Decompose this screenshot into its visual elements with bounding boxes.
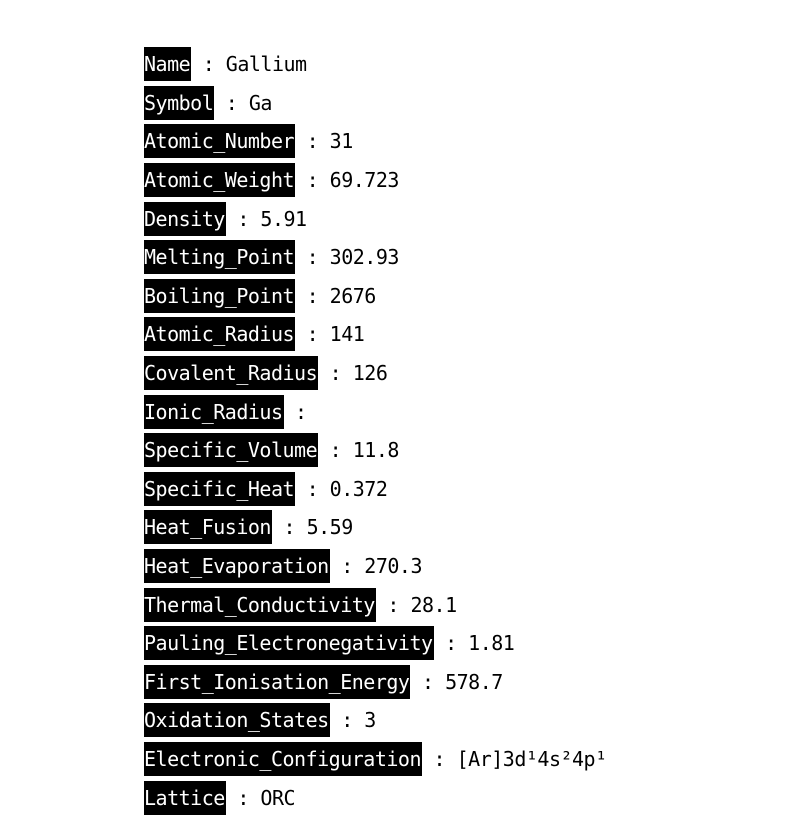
property-value: 1.81 (468, 631, 515, 656)
property-row: Oxidation_States : 3 (144, 701, 607, 740)
property-value: 2676 (329, 283, 377, 308)
property-row: Density : 5.91 (144, 199, 607, 238)
property-value: Ga (248, 90, 273, 115)
property-row: Pauling_Electronegativity : 1.81 (144, 624, 607, 663)
property-row: Heat_Fusion : 5.59 (144, 508, 607, 547)
property-row: Melting_Point : 302.93 (144, 238, 607, 277)
property-row: Atomic_Number : 31 (144, 122, 607, 161)
property-separator: : (295, 476, 330, 501)
property-separator: : (318, 438, 353, 463)
property-value: 5.91 (260, 206, 307, 231)
property-value: 28.1 (410, 592, 457, 617)
property-row: Heat_Evaporation : 270.3 (144, 547, 607, 586)
property-separator: : (283, 399, 319, 424)
property-key: Specific_Volume (144, 433, 319, 468)
property-key: Symbol (144, 85, 215, 120)
property-key: Atomic_Radius (144, 317, 296, 352)
property-value: ORC (260, 785, 296, 810)
property-separator: : (295, 245, 330, 270)
property-value: 141 (329, 322, 365, 347)
property-row: Covalent_Radius : 126 (144, 354, 607, 393)
property-row: Atomic_Weight : 69.723 (144, 161, 607, 200)
property-value: 578.7 (445, 669, 503, 694)
property-key: Atomic_Number (144, 124, 296, 159)
property-row: Specific_Volume : 11.8 (144, 431, 607, 470)
property-separator: : (295, 283, 330, 308)
property-row: Name : Gallium (144, 45, 607, 84)
property-separator: : (421, 746, 457, 771)
property-value: 69.723 (329, 168, 400, 193)
property-row: Thermal_Conductivity : 28.1 (144, 585, 607, 624)
property-value: Gallium (225, 52, 307, 77)
property-key: Oxidation_States (144, 703, 330, 738)
property-value: 126 (352, 361, 388, 386)
property-separator: : (375, 592, 411, 617)
property-key: Covalent_Radius (144, 356, 319, 391)
property-row: Symbol : Ga (144, 84, 607, 123)
property-separator: : (225, 785, 261, 810)
property-row: Lattice : ORC (144, 778, 607, 817)
property-separator: : (295, 322, 330, 347)
property-value: 3 (364, 708, 376, 733)
property-value: 302.93 (329, 245, 400, 270)
property-separator: : (329, 554, 365, 579)
property-separator: : (191, 52, 226, 77)
property-value: 0.372 (329, 476, 388, 501)
property-row: Boiling_Point : 2676 (144, 277, 607, 316)
property-key: Thermal_Conductivity (144, 587, 376, 622)
property-key: Electronic_Configuration (144, 741, 422, 776)
property-row: Specific_Heat : 0.372 (144, 470, 607, 509)
property-separator: : (214, 90, 249, 115)
property-separator: : (318, 361, 353, 386)
property-value: 270.3 (364, 554, 422, 579)
property-separator: : (225, 206, 261, 231)
property-key: Heat_Evaporation (144, 549, 330, 584)
property-key: Boiling_Point (144, 278, 296, 313)
property-key: Heat_Fusion (144, 510, 272, 545)
property-row: First_Ionisation_Energy : 578.7 (144, 663, 607, 702)
property-value: 11.8 (352, 438, 400, 463)
property-separator: : (295, 168, 330, 193)
property-row: Atomic_Radius : 141 (144, 315, 607, 354)
property-separator: : (295, 129, 330, 154)
property-key: Density (144, 201, 226, 236)
property-separator: : (433, 631, 469, 656)
property-key: Name (144, 47, 192, 82)
property-row: Electronic_Configuration : [Ar]3d¹4s²4p¹ (144, 740, 607, 779)
property-key: First_Ionisation_Energy (144, 664, 411, 699)
property-key: Pauling_Electronegativity (144, 626, 434, 661)
property-key: Atomic_Weight (144, 163, 296, 198)
element-properties-list: Name : Gallium Symbol : Ga Atomic_Number :… (144, 45, 607, 817)
property-separator: : (329, 708, 365, 733)
property-value: 31 (329, 129, 354, 154)
property-separator: : (271, 515, 307, 540)
property-key: Melting_Point (144, 240, 296, 275)
property-separator: : (410, 669, 446, 694)
property-value: 5.59 (306, 515, 354, 540)
property-row: Ionic_Radius : (144, 392, 607, 431)
property-key: Ionic_Radius (144, 394, 284, 429)
property-value: [Ar]3d¹4s²4p¹ (456, 746, 608, 771)
property-key: Lattice (144, 780, 226, 815)
property-key: Specific_Heat (144, 471, 296, 506)
